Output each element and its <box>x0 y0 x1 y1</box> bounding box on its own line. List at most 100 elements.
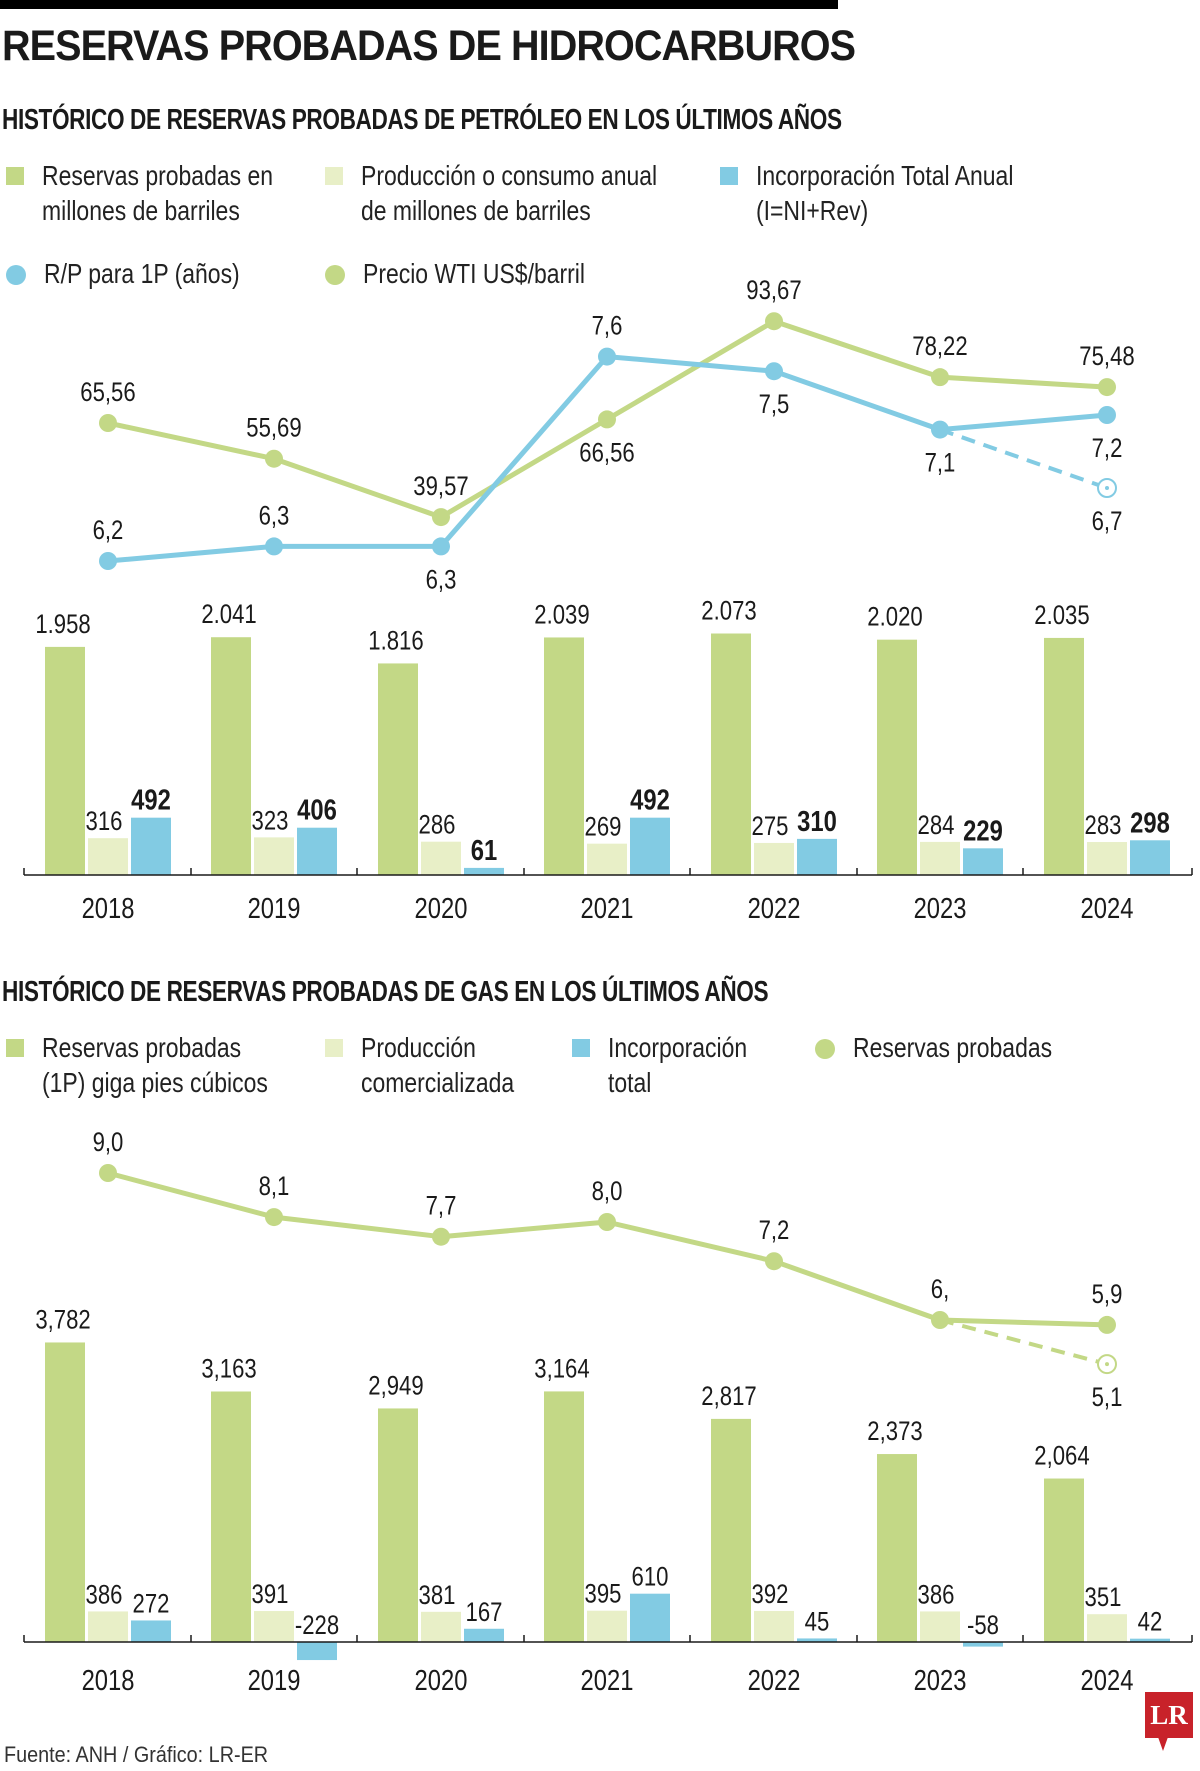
bar-blue <box>1130 1638 1170 1642</box>
line-value-label: 7,6 <box>592 312 623 342</box>
line-point <box>99 552 117 570</box>
bar-green <box>211 637 251 875</box>
bar-blue <box>963 848 1003 875</box>
x-tick-label: 2019 <box>248 1664 301 1697</box>
bar-value-label: 3,782 <box>35 1306 90 1336</box>
bar-value-label: 381 <box>419 1581 456 1611</box>
bar-light <box>754 842 794 875</box>
line-point <box>99 414 117 432</box>
oil-legend-item: Reservas probadas en millones de barriles <box>6 158 324 228</box>
line-point <box>265 449 283 468</box>
line-value-label: 6,3 <box>426 565 457 595</box>
bar-light <box>254 837 294 875</box>
line-value-label: 39,57 <box>413 472 468 502</box>
bar-blue <box>131 817 171 875</box>
oil-legend-item: Precio WTI US$/barril <box>325 256 634 291</box>
source-note: Fuente: ANH / Gráfico: LR-ER <box>4 1742 269 1767</box>
legend-label: Producción o consumo anual de millones de… <box>361 160 658 226</box>
oil-chart-title: HISTÓRICO DE RESERVAS PROBADAS DE PETRÓL… <box>2 104 842 136</box>
bar-value-label: 2.073 <box>701 597 756 627</box>
bar-blue <box>630 1593 670 1642</box>
legend-swatch-icon <box>572 1039 590 1057</box>
line-point <box>99 1164 117 1182</box>
bar-value-label: 284 <box>918 811 955 841</box>
line-value-label: 65,56 <box>80 378 135 408</box>
top-rule <box>0 0 838 9</box>
bar-green <box>211 1391 251 1642</box>
bar-value-label: 269 <box>585 813 622 843</box>
bar-value-label: 351 <box>1085 1583 1122 1613</box>
line-value-label: 55,69 <box>246 414 301 444</box>
gas-legend-item: Producción comercializada <box>325 1030 548 1100</box>
bar-value-label: 492 <box>131 783 171 816</box>
bar-light <box>1087 1614 1127 1642</box>
line-value-label: 9,0 <box>93 1128 124 1158</box>
legend-swatch-icon <box>325 1039 343 1057</box>
bar-green <box>544 1391 584 1642</box>
bar-light <box>920 841 960 875</box>
bar-value-label: 316 <box>86 807 123 837</box>
bar-green <box>711 1418 751 1642</box>
line-point <box>931 420 949 439</box>
bar-green <box>1044 637 1084 875</box>
legend-swatch-icon <box>325 167 343 185</box>
bar-light <box>587 1610 627 1642</box>
bar-value-label: 3,164 <box>534 1354 589 1384</box>
line-point <box>1098 406 1116 424</box>
bar-value-label: 2.039 <box>534 600 589 630</box>
bar-value-label: 298 <box>1130 806 1170 839</box>
line-point <box>931 368 949 387</box>
gas-legend-item: Reservas probadas (1P) giga pies cúbicos <box>6 1030 317 1100</box>
line-value-label: 5,9 <box>1092 1280 1123 1310</box>
bar-value-label: 392 <box>752 1580 789 1610</box>
line-value-label: 66,56 <box>579 438 634 468</box>
bar-green <box>711 633 751 875</box>
x-tick-label: 2024 <box>1081 892 1134 925</box>
x-tick-label: 2019 <box>248 892 301 925</box>
bar-green <box>378 1408 418 1642</box>
line-point <box>265 1208 283 1227</box>
x-tick-label: 2018 <box>82 1664 135 1697</box>
bar-light <box>587 843 627 875</box>
line-point <box>265 537 283 556</box>
x-tick-label: 2021 <box>581 892 634 925</box>
x-tick-label: 2020 <box>415 892 468 925</box>
bar-green <box>877 1454 917 1642</box>
legend-swatch-icon <box>6 1039 24 1057</box>
legend-label: Reservas probadas <box>853 1032 1053 1063</box>
line-point <box>598 1213 616 1231</box>
legend-label: Reservas probadas en millones de barriles <box>42 160 274 226</box>
bar-light <box>754 1610 794 1642</box>
bar-green <box>877 639 917 875</box>
bar-blue <box>797 838 837 875</box>
oil-chart: 1.958 2.041 1.816 2.039 2.073 2.020 2.035 316 32… <box>23 276 1193 925</box>
bar-value-label: 386 <box>918 1580 955 1610</box>
line-value-label: 6,3 <box>259 501 290 531</box>
line-point <box>598 410 616 429</box>
x-tick-label: 2024 <box>1081 1664 1134 1697</box>
legend-label: Incorporación Total Anual (I=NI+Rev) <box>756 160 1014 226</box>
legend-label: Reservas probadas (1P) giga pies cúbicos <box>42 1032 268 1098</box>
bar-green <box>1044 1478 1084 1642</box>
line-point <box>1098 1315 1116 1334</box>
bar-blue <box>1130 840 1170 875</box>
bar-green <box>45 646 85 875</box>
line-point <box>931 1311 949 1329</box>
line-point <box>432 508 450 527</box>
bar-light <box>254 1611 294 1642</box>
line-point <box>598 347 616 366</box>
bar-blue <box>963 1642 1003 1647</box>
legend-swatch-icon <box>720 167 738 185</box>
x-tick-label: 2021 <box>581 1664 634 1697</box>
legend-label: Incorporación total <box>608 1032 748 1098</box>
bar-blue <box>131 1620 171 1642</box>
bar-value-label: -58 <box>967 1611 999 1641</box>
x-tick-label: 2022 <box>748 892 801 925</box>
bar-value-label: 386 <box>86 1580 123 1610</box>
bar-green <box>378 663 418 875</box>
x-tick-label: 2023 <box>914 1664 967 1697</box>
bar-value-label: 2,817 <box>701 1382 756 1412</box>
bar-light <box>421 1611 461 1642</box>
line-value-label: 93,67 <box>746 276 801 306</box>
line-value-label: 7,2 <box>1092 434 1123 464</box>
